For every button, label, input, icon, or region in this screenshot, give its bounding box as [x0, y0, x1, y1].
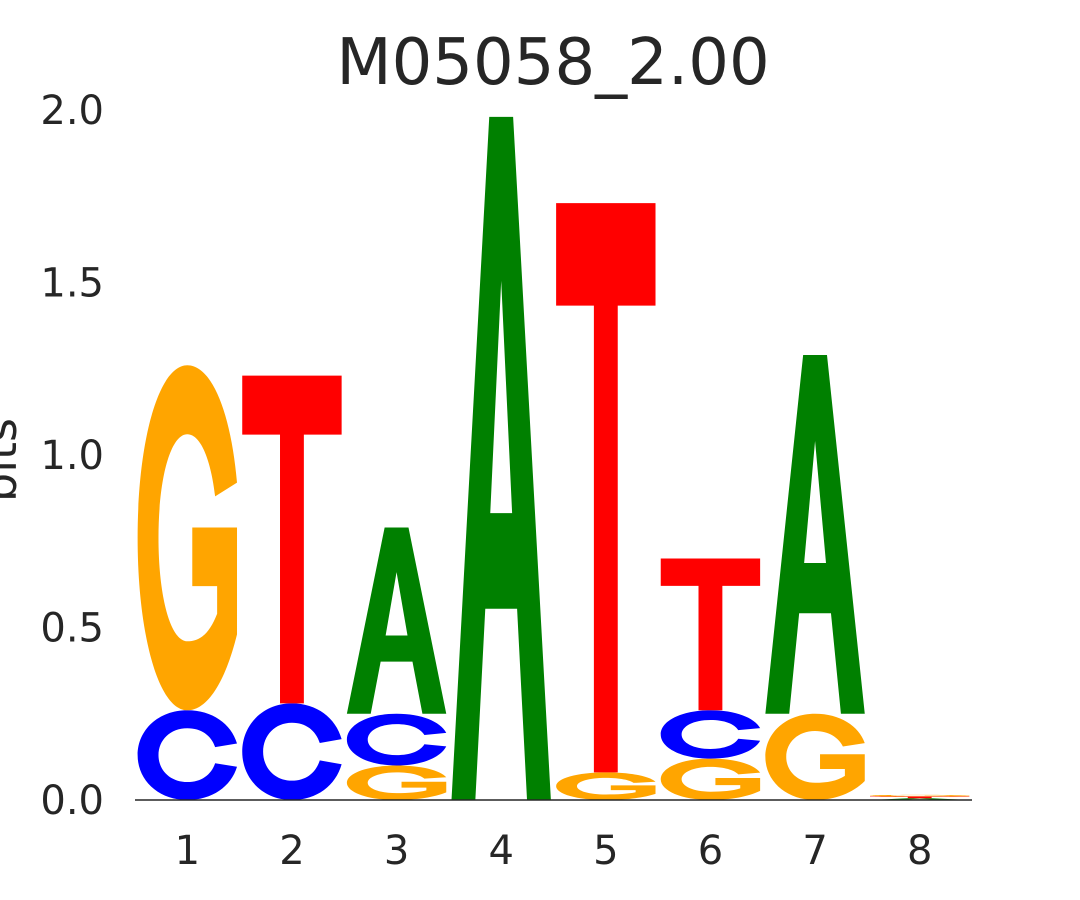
x-tick-label: 2: [279, 828, 304, 874]
logo-letter-t: [869, 796, 970, 799]
logo-letter-g: [765, 713, 865, 800]
y-tick-label: 1.5: [40, 261, 104, 307]
logo-letter-t: [660, 558, 761, 711]
y-axis-label: bits: [0, 418, 27, 502]
y-tick-label: 0.0: [40, 778, 104, 824]
logo-letter-g: [660, 758, 761, 800]
logo-letter-a: [765, 354, 865, 714]
x-tick-label: 3: [384, 828, 409, 874]
x-tick-label: 7: [802, 828, 827, 874]
logo-letter-g: [137, 365, 238, 711]
x-tick-label: 4: [488, 828, 513, 874]
logo-letter-g: [346, 765, 447, 800]
logo-letter-a: [451, 116, 551, 800]
y-tick-label: 0.5: [40, 606, 104, 652]
logo-letter-c: [660, 710, 761, 759]
x-tick-label: 5: [593, 828, 618, 874]
x-tick-label: 6: [698, 828, 723, 874]
x-tick-label: 1: [175, 828, 200, 874]
chart-title: M05058_2.00: [336, 26, 769, 100]
logo-letter-c: [346, 713, 447, 766]
logo-letter-g: [556, 772, 656, 800]
logo-letter-a: [346, 527, 447, 714]
logo-letter-c: [242, 703, 342, 800]
y-tick-label: 1.0: [40, 433, 104, 479]
x-axis: 1 2 3 4 5 6 7 8: [175, 828, 933, 874]
logo-stacks: [137, 116, 970, 800]
y-axis: 0.0 0.5 1.0 1.5 2.0: [40, 88, 104, 824]
y-tick-label: 2.0: [40, 88, 104, 134]
logo-letter-t: [242, 375, 342, 704]
logo-letter-c: [137, 710, 238, 800]
logo-letter-t: [556, 203, 656, 773]
logo-letter-g: [869, 794, 970, 797]
x-tick-label: 8: [907, 828, 932, 874]
